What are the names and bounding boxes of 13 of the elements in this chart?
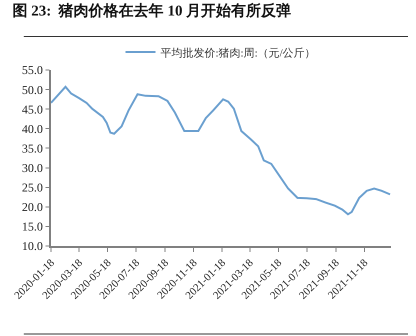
y-tick-label: 40.0 bbox=[22, 122, 43, 136]
y-tick-label: 10.0 bbox=[22, 239, 43, 254]
y-tick-label: 45.0 bbox=[22, 102, 43, 116]
legend-label: 平均批发价:猪肉:周:（元/公斤） bbox=[160, 46, 316, 60]
chart-title: 图 23: 猪肉价格在去年 10 月开始有所反弹 bbox=[12, 2, 292, 20]
line-series bbox=[51, 86, 391, 216]
y-tick-label: 25.0 bbox=[22, 180, 43, 195]
y-tick-label: 55.0 bbox=[22, 63, 43, 78]
y-tick-label: 20.0 bbox=[22, 200, 43, 214]
y-tick-label: 35.0 bbox=[22, 141, 43, 156]
y-tick-label: 30.0 bbox=[22, 160, 43, 175]
y-tick-label: 50.0 bbox=[22, 82, 43, 97]
y-tick-label: 15.0 bbox=[22, 220, 43, 234]
